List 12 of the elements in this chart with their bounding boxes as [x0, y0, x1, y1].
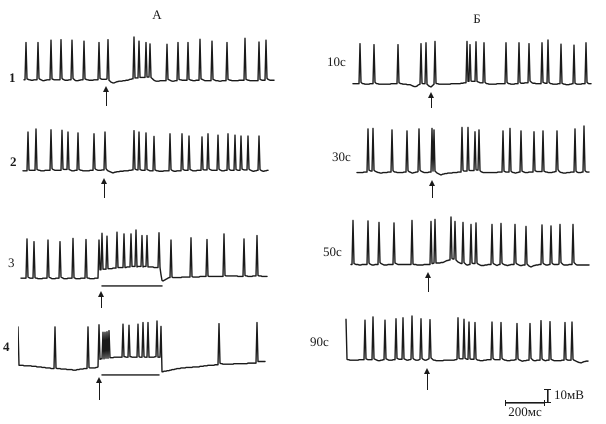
text: 200мс	[508, 404, 542, 419]
y-axis-title: 4	[3, 339, 10, 354]
y-axis-title: 10с	[327, 54, 346, 69]
y-axis-title: 90с	[310, 334, 329, 349]
chart-title: А	[152, 7, 162, 22]
text: 10мВ	[554, 387, 584, 402]
chart-title: Б	[473, 11, 481, 26]
y-axis-title: 30с	[332, 149, 351, 164]
y-axis-title: 50с	[323, 244, 342, 259]
y-axis-title: 2	[10, 154, 16, 169]
y-axis-title: 3	[8, 255, 14, 270]
y-axis-title: 1	[9, 70, 16, 85]
